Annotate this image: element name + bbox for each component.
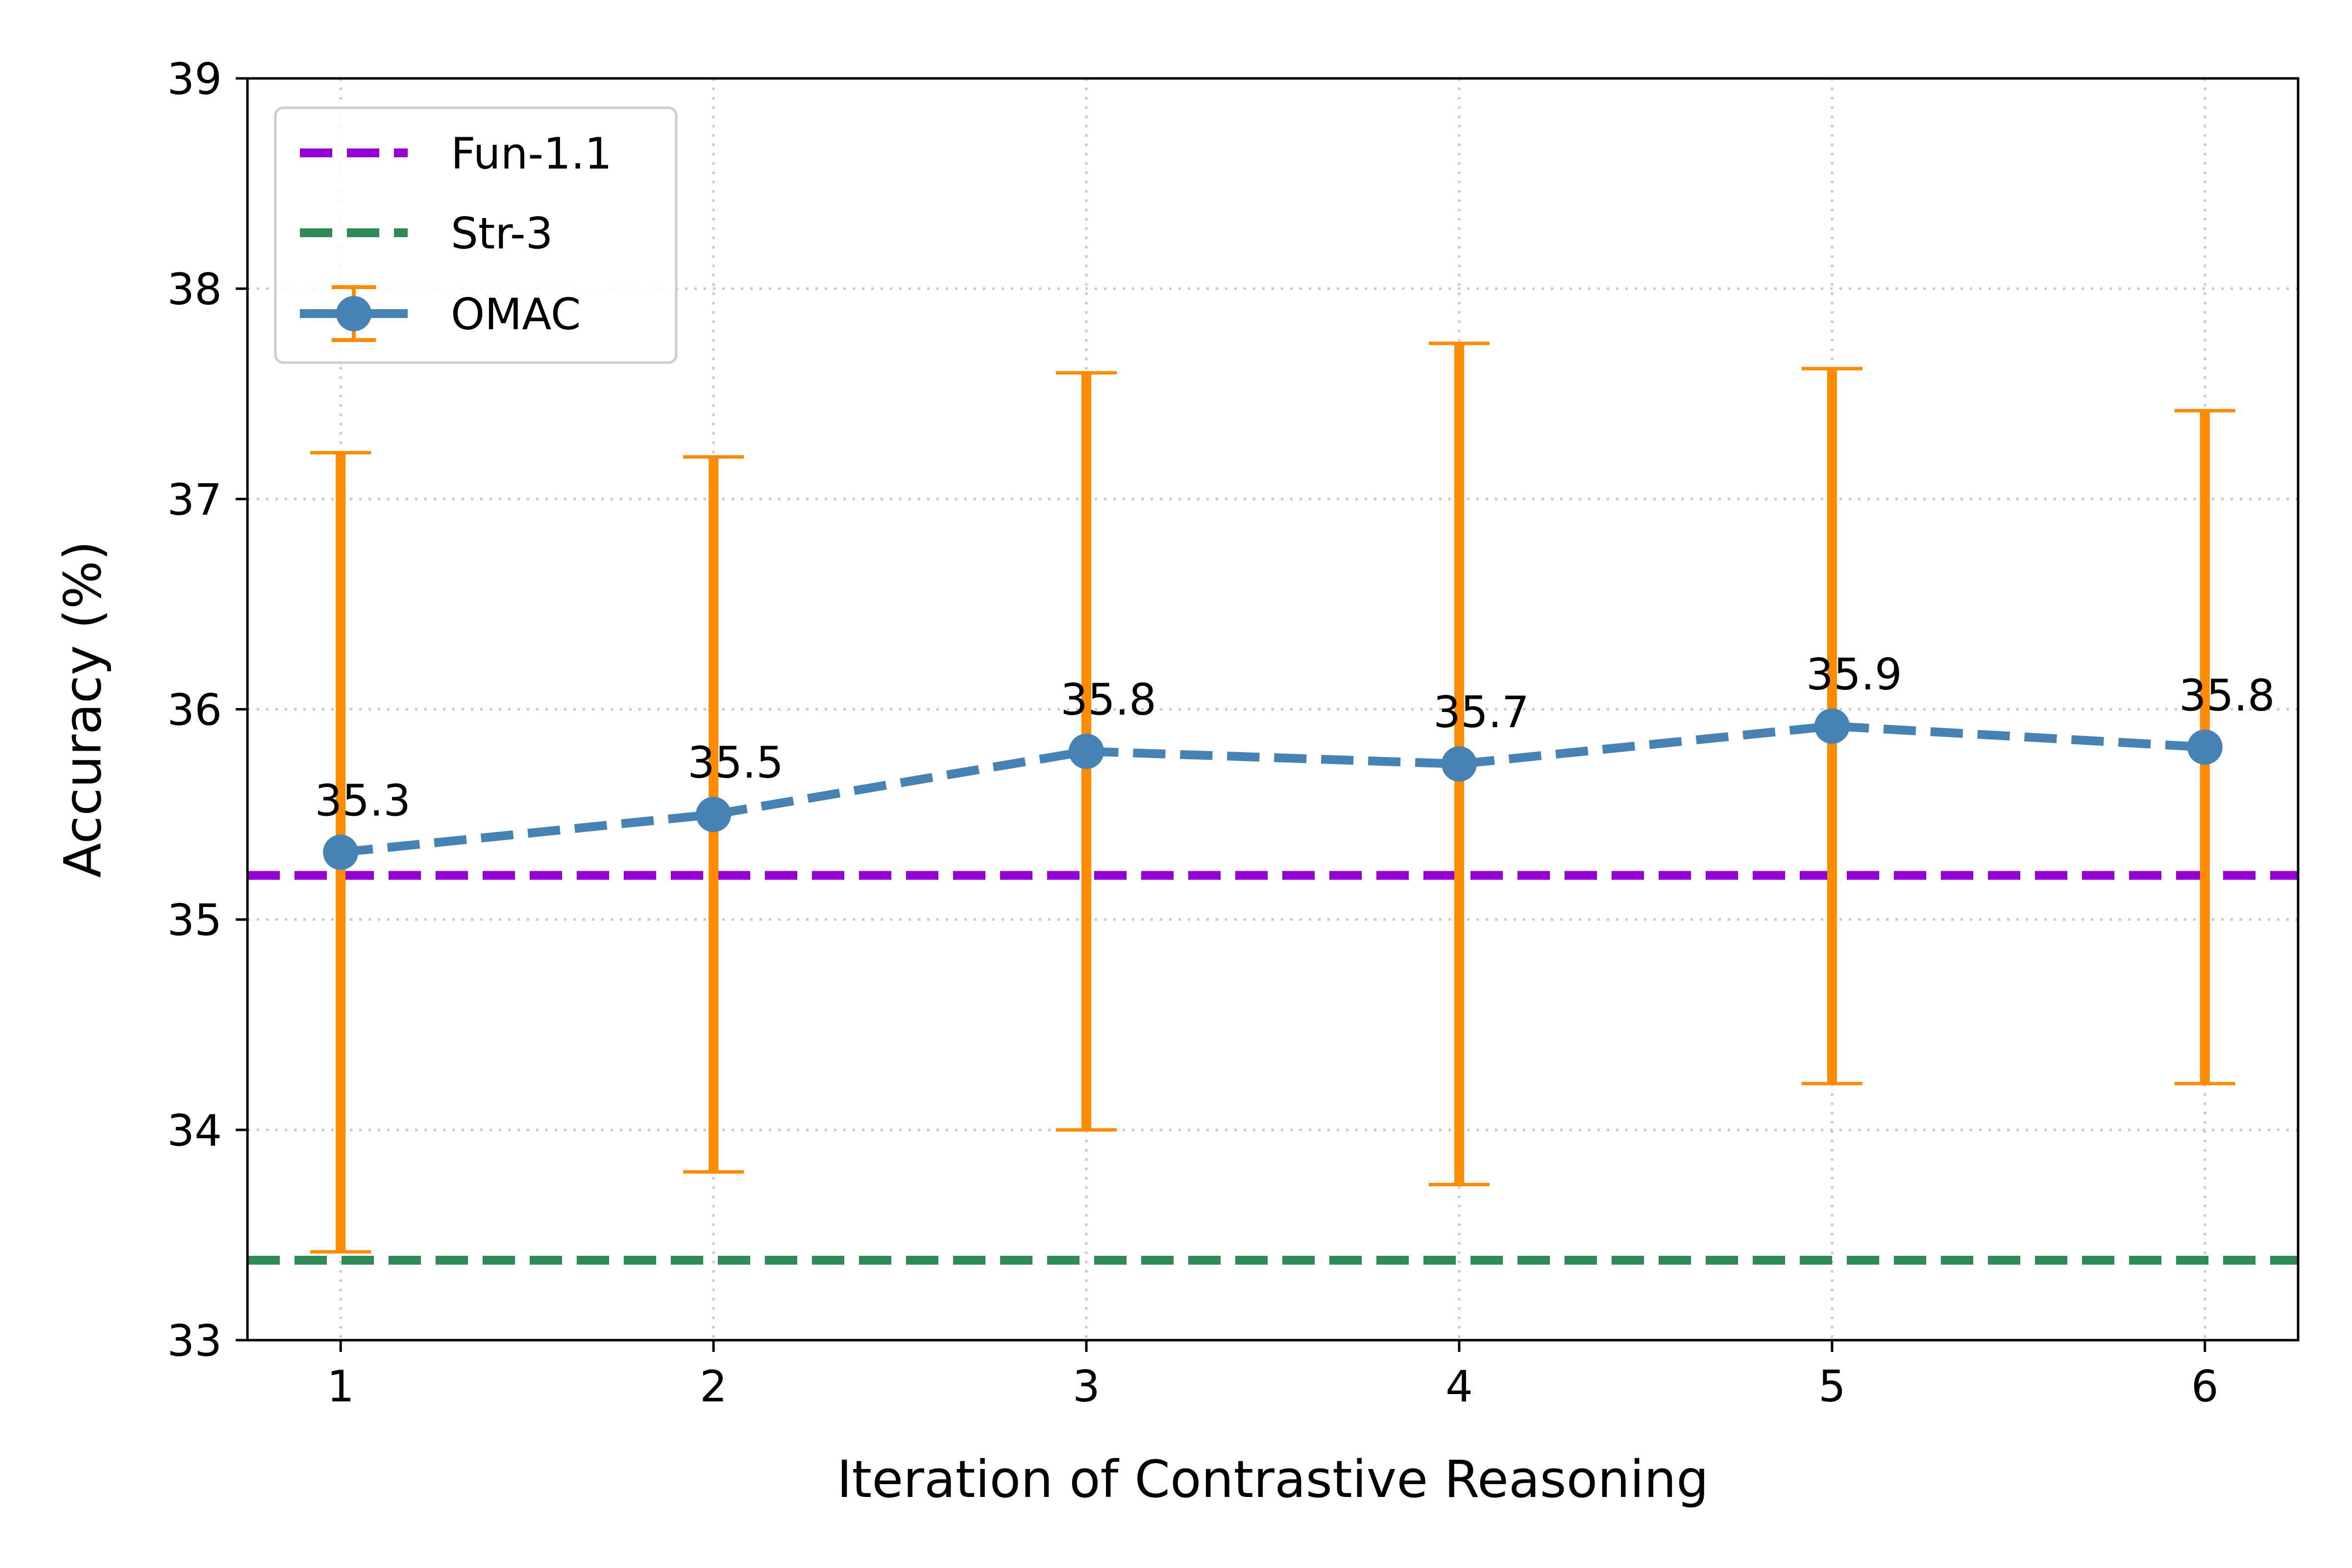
data-label: 35.3 [315, 775, 411, 826]
legend-marker [336, 296, 371, 331]
data-point [1814, 708, 1850, 744]
y-tick-label: 34 [167, 1105, 222, 1156]
data-point [323, 834, 359, 870]
x-tick-label: 6 [2191, 1361, 2219, 1412]
data-point [2187, 729, 2223, 765]
legend-label: Str-3 [451, 208, 553, 259]
y-tick-label: 36 [167, 685, 222, 735]
legend: Fun-1.1 Str-3 OMAC [274, 106, 678, 364]
data-label: 35.7 [1433, 687, 1529, 737]
y-tick-label: 37 [167, 474, 222, 525]
x-tick-label: 1 [327, 1361, 354, 1412]
data-point [1069, 734, 1104, 769]
x-tick-label: 3 [1073, 1361, 1100, 1412]
series-line-omac [340, 721, 2205, 857]
x-tick-label: 4 [1446, 1361, 1473, 1412]
data-point [696, 797, 732, 833]
reference-lines [247, 871, 2298, 1265]
y-tick-label: 35 [167, 895, 222, 946]
series-lines [340, 721, 2205, 857]
data-labels: 35.3 35.5 35.8 35.7 35.9 35.8 [315, 649, 2275, 826]
data-point [1441, 746, 1477, 782]
data-label: 35.5 [687, 737, 784, 788]
series-markers [323, 708, 2223, 870]
data-label: 35.8 [2179, 670, 2275, 721]
grid [247, 78, 2298, 1340]
y-axis-label: Accuracy (%) [53, 541, 113, 878]
x-tick-label: 2 [700, 1361, 727, 1412]
legend-label: Fun-1.1 [451, 128, 612, 179]
x-tick-label: 5 [1818, 1361, 1846, 1412]
data-label: 35.9 [1806, 649, 1902, 700]
legend-box [274, 106, 678, 364]
x-axis-label: Iteration of Contrastive Reasoning [837, 1449, 1709, 1509]
y-tick-label: 38 [167, 264, 222, 315]
data-label: 35.8 [1060, 674, 1156, 725]
y-tick-label: 39 [167, 54, 222, 104]
legend-label: OMAC [451, 289, 581, 340]
y-tick-label: 33 [167, 1316, 222, 1366]
